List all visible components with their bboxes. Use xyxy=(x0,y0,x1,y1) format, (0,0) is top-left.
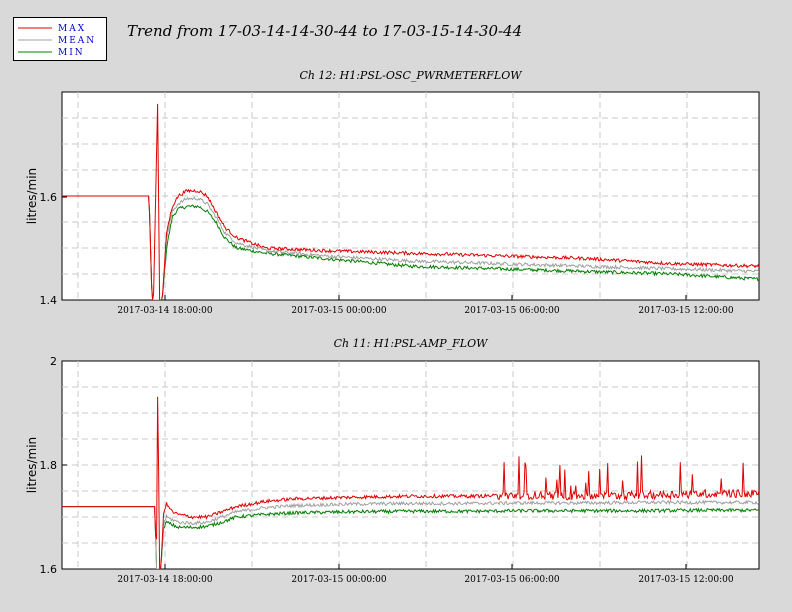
x-tick-label: 2017-03-15 06:00:00 xyxy=(464,306,559,316)
x-tick-label: 2017-03-15 00:00:00 xyxy=(291,306,386,316)
series-line-min xyxy=(62,506,759,569)
y-axis-label: litres/min xyxy=(25,437,39,493)
x-tick-label: 2017-03-14 18:00:00 xyxy=(117,575,212,585)
y-tick-label: 1.4 xyxy=(40,294,58,307)
chart-title: Ch 11: H1:PSL-AMP_FLOW xyxy=(334,337,490,350)
series-line-mean xyxy=(62,195,759,300)
series-line-min xyxy=(62,195,759,300)
y-tick-label: 2 xyxy=(50,355,57,368)
x-tick-label: 2017-03-15 00:00:00 xyxy=(291,575,386,585)
legend-label-min: MIN xyxy=(58,48,85,58)
series-line-max xyxy=(62,103,759,300)
legend-label-mean: MEAN xyxy=(58,36,96,46)
legend-svg: MAX MEAN MIN xyxy=(18,24,96,58)
chart-amp-flow: Ch 11: H1:PSL-AMP_FLOW litres/min 1.6 1.8 2 2… xyxy=(25,337,760,585)
x-tick-label: 2017-03-15 12:00:00 xyxy=(638,575,733,585)
x-tick-label: 2017-03-14 18:00:00 xyxy=(117,306,212,316)
main-title: Trend from 17-03-14-14-30-44 to 17-03-15… xyxy=(127,22,523,40)
chart-osc-pwrmeterflow: Ch 12: H1:PSL-OSC_PWRMETERFLOW litres/min… xyxy=(25,69,760,316)
legend-label-max: MAX xyxy=(58,24,86,34)
y-tick-label: 1.6 xyxy=(40,191,58,204)
x-tick-label: 2017-03-15 12:00:00 xyxy=(638,306,733,316)
y-tick-label: 1.6 xyxy=(40,563,58,576)
chart-title: Ch 12: H1:PSL-OSC_PWRMETERFLOW xyxy=(299,69,523,82)
x-tick-label: 2017-03-15 06:00:00 xyxy=(464,575,559,585)
series-line-mean xyxy=(62,499,759,569)
y-axis-label: litres/min xyxy=(25,168,39,224)
y-tick-label: 1.8 xyxy=(40,459,58,472)
series-line-max xyxy=(62,396,759,569)
legend-box: MAX MEAN MIN xyxy=(13,17,107,61)
